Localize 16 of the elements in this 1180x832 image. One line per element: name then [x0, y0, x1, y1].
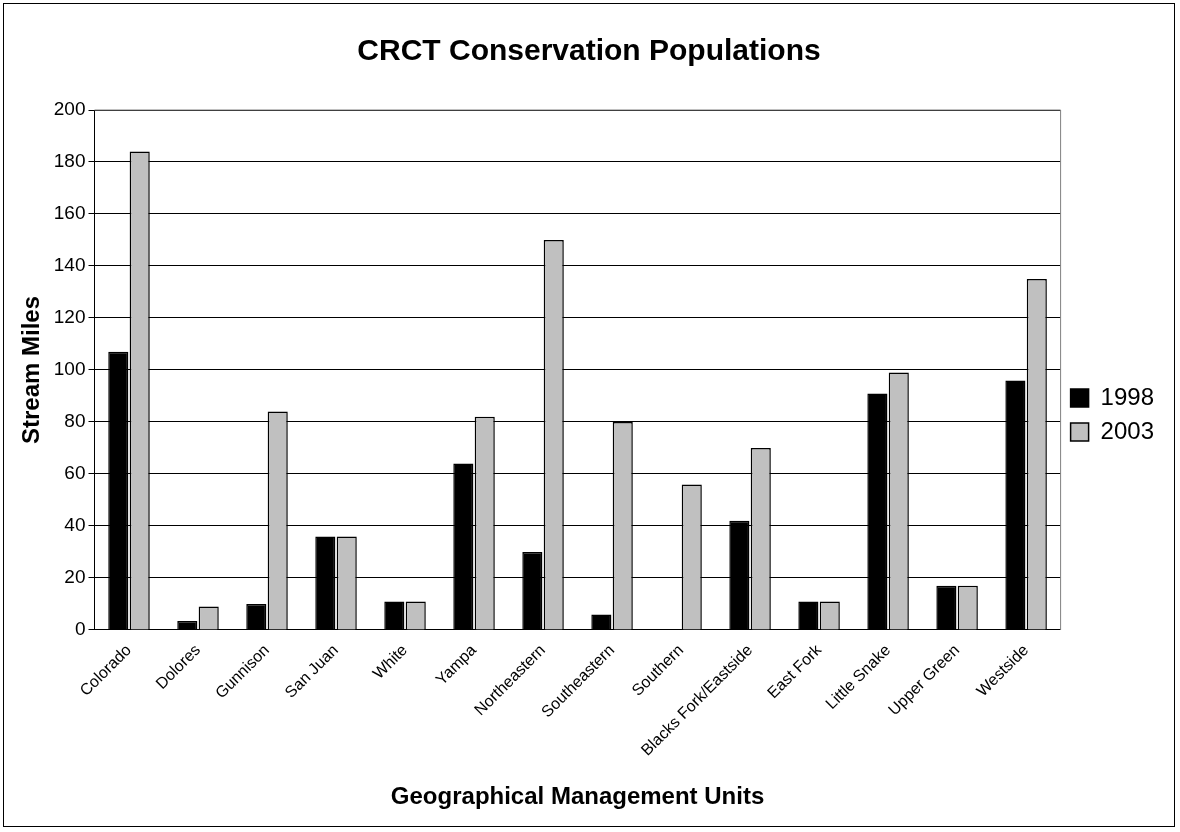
y-tick-label: 80 [64, 410, 86, 432]
y-tick-label: 120 [53, 306, 86, 328]
legend-label: 2003 [1100, 416, 1154, 444]
y-tick-label: 60 [64, 462, 86, 484]
y-tick-label: 20 [64, 566, 86, 588]
legend-label: 1998 [1100, 382, 1154, 410]
y-tick-label: 180 [53, 150, 86, 172]
y-tick-label: 100 [53, 358, 86, 380]
y-tick-label: 40 [64, 514, 86, 536]
y-tick-label: 0 [74, 618, 86, 640]
chart-title: CRCT Conservation Populations [357, 33, 821, 67]
y-tick-label: 140 [53, 254, 86, 276]
y-tick-label: 160 [53, 202, 86, 224]
y-tick-label: 200 [53, 98, 86, 120]
y-axis-title: Stream Miles [17, 295, 45, 445]
x-axis-title: Geographical Management Units [390, 782, 765, 810]
